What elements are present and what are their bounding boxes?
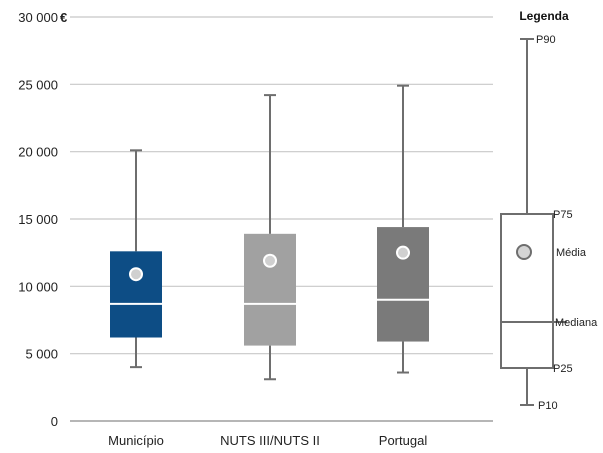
legend-label-median: Mediana (555, 317, 598, 329)
x-category-label: NUTS III/NUTS II (220, 433, 320, 448)
box-1 (110, 149, 162, 369)
legend-mean-marker (516, 244, 532, 260)
mean-marker (396, 245, 410, 260)
legend-label-p90: P90 (536, 34, 556, 46)
boxes-layer (110, 84, 429, 381)
y-unit-label: € (60, 10, 67, 25)
legend-label-p75: P75 (553, 209, 573, 221)
y-tick-label: 30 000 (18, 10, 58, 25)
box-iqr (377, 227, 429, 342)
x-axis-categories: Município NUTS III/NUTS II Portugal (108, 433, 427, 448)
legend-label-p25: P25 (553, 363, 573, 375)
x-category-label: Município (108, 433, 164, 448)
legend: Legenda P90 P75 Média Mediana P25 P10 (500, 9, 598, 412)
box-3 (377, 84, 429, 374)
y-axis-ticks: 30 000 25 000 20 000 15 000 10 000 5 000 0 € (18, 10, 67, 429)
legend-box (500, 213, 554, 369)
y-tick-label: 0 (51, 414, 58, 429)
mean-marker (129, 267, 143, 282)
y-tick-label: 15 000 (18, 212, 58, 227)
legend-label-p10: P10 (538, 400, 558, 412)
y-tick-label: 5 000 (25, 347, 58, 362)
legend-label-mean: Média (556, 247, 587, 259)
y-tick-label: 10 000 (18, 279, 58, 294)
y-tick-label: 25 000 (18, 77, 58, 92)
box-iqr (110, 251, 162, 338)
legend-title: Legenda (519, 9, 569, 23)
mean-marker (263, 253, 277, 268)
y-tick-label: 20 000 (18, 145, 58, 160)
box-2 (244, 94, 296, 381)
grid-layer (70, 16, 493, 422)
x-category-label: Portugal (379, 433, 428, 448)
box-iqr (244, 233, 296, 346)
